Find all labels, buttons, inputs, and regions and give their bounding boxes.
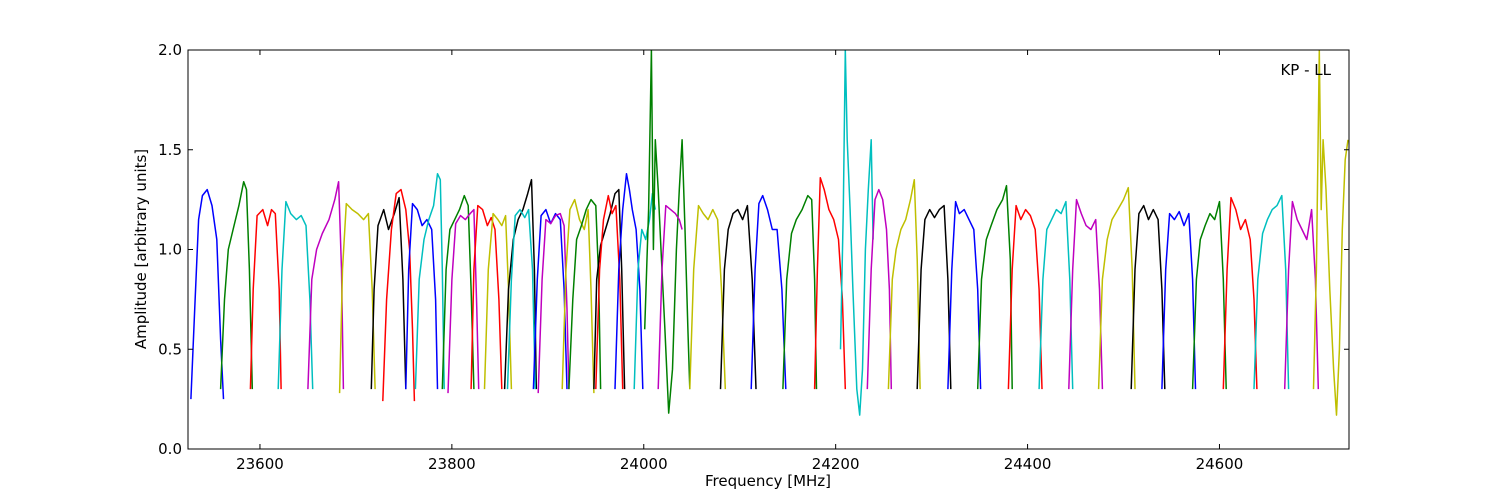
series-line-1 [190, 188, 225, 400]
series-line-39 [1038, 200, 1074, 390]
series-line-15 [503, 178, 538, 390]
series-line-38 [1007, 204, 1043, 390]
x-axis-label: Frequency [MHz] [705, 472, 831, 490]
y-tick-label: 1.0 [158, 241, 182, 259]
series-line-34 [887, 178, 921, 390]
series-line-10 [414, 172, 445, 390]
series-line-25 [643, 50, 691, 414]
series-line-46 [1253, 194, 1290, 390]
x-tick-label: 24200 [812, 455, 860, 473]
chart-annotation: KP - LL [1280, 61, 1331, 79]
x-tick-label: 24600 [1196, 455, 1244, 473]
series-line-27 [689, 204, 727, 390]
y-tick-label: 0.5 [158, 340, 182, 358]
series-line-44 [1191, 200, 1227, 390]
x-tick-label: 23600 [236, 455, 284, 473]
series-line-32 [839, 50, 874, 416]
y-tick-label: 0.0 [158, 440, 182, 458]
series-line-16 [506, 208, 537, 390]
series-line-41 [1097, 186, 1136, 390]
y-axis: 0.0 0.5 1.0 1.5 2.0 [158, 41, 1349, 458]
x-tick-label: 23800 [428, 455, 476, 473]
series-line-11 [441, 194, 475, 390]
y-tick-label: 2.0 [158, 41, 182, 59]
series-line-29 [750, 194, 787, 390]
series-line-33 [866, 188, 893, 390]
series-line-37 [976, 184, 1013, 390]
y-tick-label: 1.5 [158, 141, 182, 159]
series-line-47 [1283, 200, 1320, 390]
series-line-36 [947, 200, 982, 390]
series-line-31 [813, 176, 847, 390]
series-line-30 [782, 194, 818, 390]
x-tick-label: 24000 [620, 455, 668, 473]
y-axis-label: Amplitude [arbitrary units] [132, 149, 150, 349]
series-line-13 [470, 204, 503, 390]
series-group [190, 50, 1349, 416]
series-line-42 [1130, 204, 1166, 390]
x-tick-label: 24400 [1004, 455, 1052, 473]
series-line-28 [719, 204, 757, 390]
series-line-26 [657, 204, 683, 390]
series-line-48 [1312, 50, 1349, 416]
series-line-20 [568, 198, 602, 390]
series-line-40 [1068, 198, 1104, 390]
series-line-12 [447, 208, 480, 394]
series-line-8 [382, 188, 416, 402]
series-line-2 [219, 180, 254, 390]
series-line-6 [338, 202, 376, 394]
series-line-5 [307, 180, 345, 390]
series-line-7 [370, 196, 407, 390]
series-line-9 [405, 202, 439, 390]
series-line-19 [561, 198, 595, 394]
series-line-43 [1161, 210, 1197, 390]
series-line-35 [916, 204, 952, 390]
series-line-4 [277, 200, 314, 390]
series-line-14 [483, 212, 513, 390]
series-line-45 [1222, 196, 1258, 390]
series-line-3 [249, 208, 282, 390]
x-axis: 23600 23800 24000 24200 24400 24600 [236, 50, 1243, 473]
